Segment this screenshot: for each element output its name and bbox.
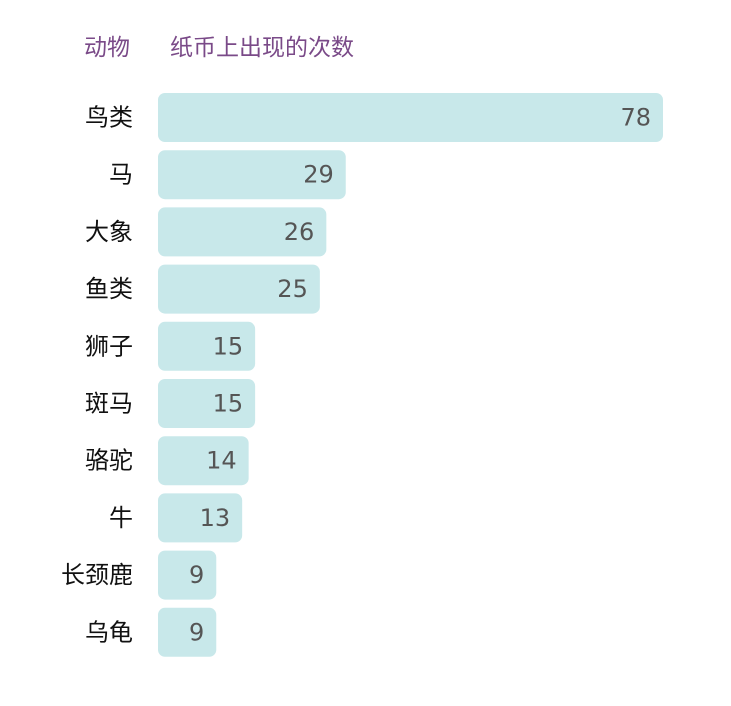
bar-rows: 鸟类 78 马 29 大象 26 鱼类 25 狮子 15 斑马 15 骆驼 14 牛 13 长颈鹿 9 乌龟 9 <box>61 93 663 657</box>
category-label: 斑马 <box>85 390 133 418</box>
bar <box>158 93 663 142</box>
bar <box>158 436 249 486</box>
category-column-header: 动物 <box>84 35 130 61</box>
value-label: 15 <box>213 332 244 360</box>
value-label: 14 <box>206 447 237 475</box>
category-label: 大象 <box>85 218 133 246</box>
category-label: 牛 <box>109 504 133 532</box>
value-label: 13 <box>200 504 231 532</box>
category-label: 长颈鹿 <box>61 561 133 589</box>
bar <box>158 207 327 257</box>
category-label: 马 <box>109 161 133 189</box>
bar <box>158 379 256 428</box>
bar-row: 骆驼 14 <box>85 436 249 486</box>
category-label: 狮子 <box>85 332 133 360</box>
value-label: 15 <box>213 390 244 418</box>
category-label: 鱼类 <box>85 275 133 303</box>
bar-row: 牛 13 <box>109 493 243 543</box>
bar-row: 长颈鹿 9 <box>61 550 217 600</box>
value-column-header: 纸币上出现的次数 <box>170 35 354 61</box>
bar <box>158 493 243 543</box>
bar-row: 斑马 15 <box>85 379 256 428</box>
value-label: 26 <box>284 218 315 246</box>
value-label: 9 <box>189 618 204 646</box>
value-label: 9 <box>189 561 204 589</box>
bar <box>158 550 217 600</box>
bar <box>158 264 320 314</box>
value-label: 78 <box>620 104 651 132</box>
bar-row: 狮子 15 <box>85 321 256 371</box>
value-label: 25 <box>277 275 308 303</box>
bar-row: 鱼类 25 <box>85 264 320 314</box>
bar-row: 鸟类 78 <box>85 93 663 142</box>
category-label: 乌龟 <box>85 618 133 646</box>
value-label: 29 <box>303 161 334 189</box>
bar <box>158 150 346 200</box>
bar-row: 乌龟 9 <box>85 607 217 657</box>
bar <box>158 607 217 657</box>
category-label: 骆驼 <box>85 447 133 475</box>
bar <box>158 321 256 371</box>
bar-row: 马 29 <box>109 150 346 200</box>
bar-row: 大象 26 <box>85 207 327 257</box>
category-label: 鸟类 <box>85 104 133 132</box>
